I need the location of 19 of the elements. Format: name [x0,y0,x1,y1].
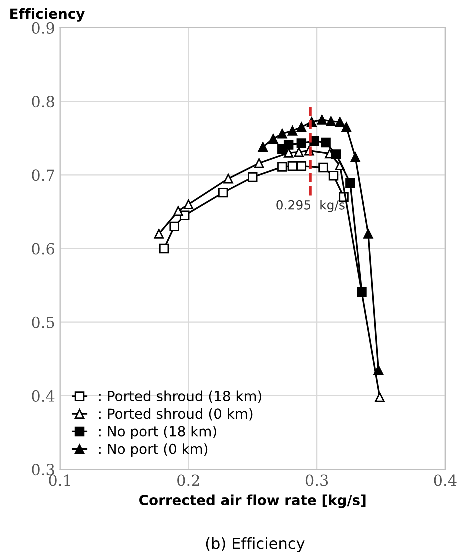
y-tick-label: 0.4 [32,390,55,402]
legend-label: : No port (18 km) [99,426,216,440]
y-tick-label: 0.8 [32,96,54,108]
x-tick-label: 0.2 [178,474,200,486]
x-tick-label: 0.4 [434,474,457,486]
ref-line-label: 0.295 kg/s [276,200,345,212]
x-tick-label: 0.3 [306,474,328,486]
y-axis-title: Efficiency [10,8,85,22]
y-tick-label: 0.6 [32,243,54,255]
x-axis-title: Corrected air flow rate [kg/s] [140,494,366,508]
legend-label: : Ported shroud (0 km) [99,408,253,421]
y-tick-label: 0.9 [32,22,54,34]
y-tick-label: 0.5 [32,316,54,328]
text: (b) Efficiency [206,538,305,552]
legend-label: : No port (0 km) [99,444,208,458]
legend-label: : Ported shroud (18 km) [99,390,262,404]
x-tick-label: 0.1 [49,474,70,486]
y-tick-label: 0.3 [32,464,54,476]
y-tick-label: 0.7 [32,170,54,182]
